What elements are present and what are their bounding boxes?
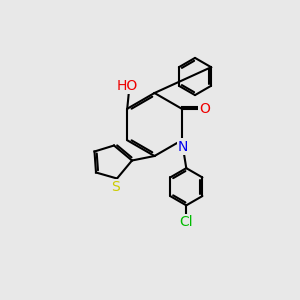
Text: S: S <box>111 180 120 194</box>
Text: HO: HO <box>117 79 138 93</box>
Text: N: N <box>178 140 188 154</box>
Text: O: O <box>200 102 210 116</box>
Text: Cl: Cl <box>179 215 193 230</box>
